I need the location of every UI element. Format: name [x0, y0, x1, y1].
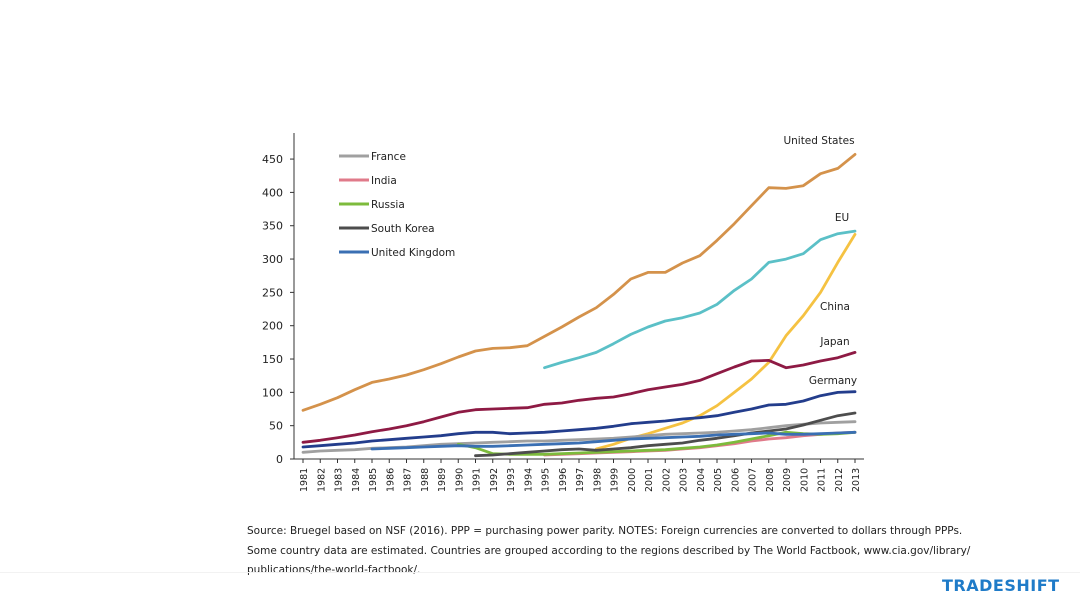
x-tick-label: 2001 [644, 468, 655, 492]
x-tick-label: 1988 [420, 468, 431, 492]
series-line-germany [301, 390, 857, 449]
legend-label: South Korea [371, 223, 435, 235]
x-tick-label: 1990 [454, 468, 465, 492]
x-tick-label: 1983 [334, 468, 345, 492]
x-tick-label: 2013 [851, 468, 862, 492]
x-tick-label: 1987 [403, 468, 414, 492]
x-tick-label: 2011 [817, 468, 828, 492]
x-tick-label: 2006 [730, 468, 741, 492]
x-tick-label: 1996 [558, 468, 569, 492]
series-line-russia [456, 430, 857, 456]
x-tick-label: 2000 [627, 468, 638, 492]
x-tick-label: 1989 [437, 468, 448, 492]
y-tick-label: 450 [262, 153, 283, 166]
x-tick-label: 2008 [765, 468, 776, 492]
x-tick-label: 2012 [834, 468, 845, 492]
brand-logo: TRADESHIFT [942, 576, 1060, 595]
series-line-japan [301, 351, 857, 444]
x-tick-label: 1997 [575, 468, 586, 492]
x-tick-label: 1998 [592, 468, 603, 492]
series-annotation: United States [783, 135, 854, 147]
legend-label: Russia [371, 199, 405, 211]
footer-divider [0, 572, 1080, 573]
y-tick-label: 0 [276, 453, 283, 466]
source-line-1: Source: Bruegel based on NSF (2016). PPP… [247, 525, 963, 537]
x-tick-label: 1982 [316, 468, 327, 492]
source-line-2: Some country data are estimated. Countri… [247, 544, 971, 557]
series-line-eu [543, 229, 857, 370]
x-tick-label: 1986 [385, 468, 396, 492]
x-tick-label: 1991 [472, 468, 483, 492]
x-tick-label: 1995 [541, 468, 552, 492]
series-line-united-states [301, 153, 857, 412]
x-tick-label: 2005 [713, 468, 724, 492]
series-annotation: China [820, 301, 850, 313]
y-tick-label: 400 [262, 186, 283, 199]
y-tick-label: 250 [262, 286, 283, 299]
series-line-south-korea [474, 411, 857, 458]
x-tick-label: 1994 [523, 468, 534, 492]
x-tick-label: 1992 [489, 468, 500, 492]
legend-label: France [371, 151, 406, 163]
y-tick-label: 300 [262, 253, 283, 266]
source-note: Source: Bruegel based on NSF (2016). PPP… [247, 522, 971, 581]
x-tick-label: 1985 [368, 468, 379, 492]
x-tick-label: 2002 [661, 468, 672, 492]
y-tick-label: 100 [262, 386, 283, 399]
x-tick-label: 2004 [696, 468, 707, 492]
legend-label: United Kingdom [371, 247, 455, 259]
series-annotation: Japan [819, 336, 849, 348]
x-tick-label: 2009 [782, 468, 793, 492]
series-line-china [594, 233, 857, 451]
x-tick-label: 1984 [351, 468, 362, 492]
y-tick-label: 200 [262, 320, 283, 333]
y-tick-label: 150 [262, 353, 283, 366]
y-tick-label: 50 [269, 420, 283, 433]
x-tick-label: 1993 [506, 468, 517, 492]
y-tick-label: 350 [262, 220, 283, 233]
x-tick-label: 2007 [748, 468, 759, 492]
x-tick-label: 1999 [610, 468, 621, 492]
series-line-united-kingdom [370, 430, 857, 451]
x-tick-label: 2010 [799, 468, 810, 492]
series-annotation: Germany [809, 375, 857, 387]
series-annotation: EU [835, 212, 849, 224]
legend-label: India [371, 175, 397, 187]
x-tick-label: 2003 [679, 468, 690, 492]
source-line-3: publications/the-world-factbook/. [247, 564, 421, 576]
line-chart: 0 50 100 150 200 250 300 350 400 450 1981 1982 1983 1… [262, 133, 864, 492]
x-tick-label: 1981 [299, 468, 310, 492]
